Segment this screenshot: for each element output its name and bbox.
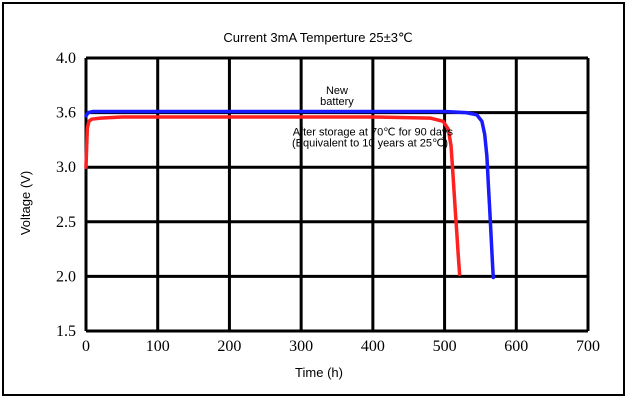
y-tick-label: 2.0: [56, 268, 76, 285]
y-axis-label: Voltage (V): [18, 171, 33, 235]
y-tick-label: 1.5: [56, 323, 76, 340]
x-tick-label: 200: [217, 338, 241, 355]
annotation-label: After storage at 70℃ for 90 days: [293, 127, 454, 139]
series-line-new-battery: [84, 109, 496, 280]
y-tick-label: 4.0: [56, 50, 76, 67]
x-tick-label: 500: [433, 338, 457, 355]
line-chart: Current 3mA Temperture 25±3℃ 0 100 200 300 4…: [18, 30, 600, 380]
x-tick-label: 600: [504, 338, 528, 355]
y-tick-label: 3.6: [56, 105, 76, 122]
y-tick-label: 3.0: [56, 159, 76, 176]
series-line-after-storage: [84, 115, 462, 276]
tick-labels: 0 100 200 300 400 500 600 700 1.5 2.0 2.5 3.0 3.6 4.0: [56, 50, 600, 355]
annotation-label: battery: [320, 96, 354, 108]
chart-frame: Current 3mA Temperture 25±3℃ 0 100 200 300 4…: [2, 2, 625, 396]
x-tick-label: 700: [576, 338, 600, 355]
x-tick-label: 300: [289, 338, 313, 355]
annotation-label: (Equivalent to 10 years at 25℃): [292, 137, 448, 149]
x-axis-label: Time (h): [295, 365, 343, 380]
chart-title: Current 3mA Temperture 25±3℃: [223, 30, 412, 45]
annotation-label: New: [326, 85, 348, 97]
x-tick-label: 100: [146, 338, 170, 355]
series-layer: [84, 109, 496, 280]
x-tick-label: 0: [82, 338, 90, 355]
y-tick-label: 2.5: [56, 214, 76, 231]
x-tick-label: 400: [361, 338, 385, 355]
